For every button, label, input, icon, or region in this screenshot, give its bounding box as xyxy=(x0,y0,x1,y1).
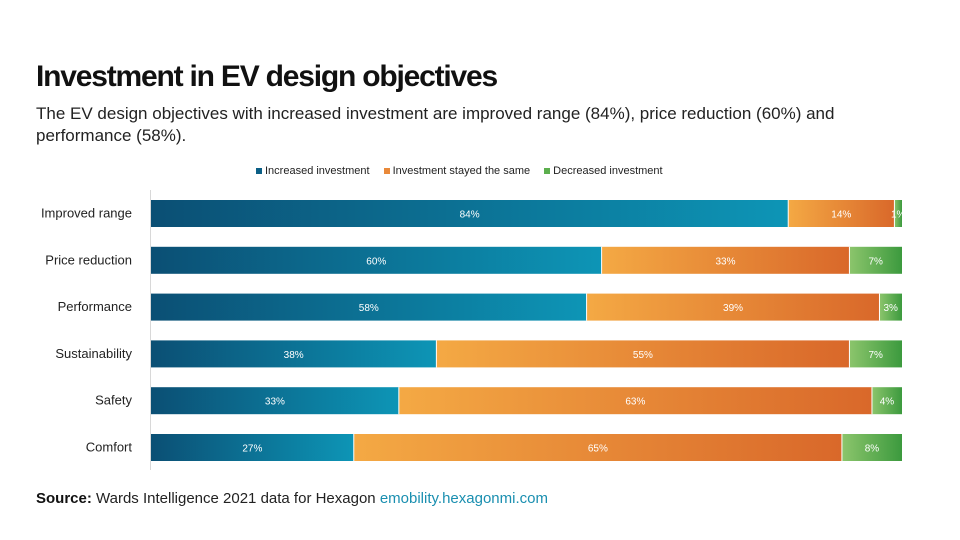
chart-title: Investment in EV design objectives xyxy=(36,60,498,93)
category-label-sustainability: Sustainability xyxy=(55,346,132,361)
value-label-safety-decreased: 4% xyxy=(880,397,895,408)
chart-subtitle: The EV design objectives with increased … xyxy=(36,104,835,145)
value-label-price-reduction-same: 33% xyxy=(716,256,736,267)
bar-safety-increased xyxy=(151,387,399,415)
source-text: Wards Intelligence 2021 data for Hexagon xyxy=(96,490,376,507)
bar-improved-range-same xyxy=(788,200,895,227)
bar-safety-same xyxy=(398,387,872,415)
legend-label-decreased: Decreased investment xyxy=(553,165,663,177)
bar-comfort-same xyxy=(353,434,842,461)
category-label-safety: Safety xyxy=(95,393,132,408)
category-label-comfort: Comfort xyxy=(86,440,133,455)
bar-sustainability-decreased xyxy=(849,340,902,368)
bar-improved-range-decreased xyxy=(894,200,902,227)
legend-swatch-same xyxy=(383,168,390,174)
value-label-sustainability-decreased: 7% xyxy=(868,350,883,361)
value-label-improved-range-same: 14% xyxy=(831,210,851,221)
value-label-comfort-increased: 27% xyxy=(242,444,262,455)
bar-performance-decreased xyxy=(879,293,902,321)
value-label-price-reduction-decreased: 7% xyxy=(868,256,883,267)
bar-improved-range-increased xyxy=(151,200,789,227)
value-label-sustainability-same: 55% xyxy=(633,350,653,361)
value-label-safety-increased: 33% xyxy=(265,397,285,408)
bar-price-reduction-decreased xyxy=(849,246,902,274)
legend-item-decreased: Decreased investment xyxy=(544,165,663,177)
legend-item-same: Investment stayed the same xyxy=(383,165,531,177)
bar-safety-decreased xyxy=(871,387,902,415)
category-label-price-reduction: Price reduction xyxy=(45,252,132,267)
bar-price-reduction-same xyxy=(601,246,850,274)
legend-label-same: Investment stayed the same xyxy=(392,165,531,177)
category-label-improved-range: Improved range xyxy=(41,206,132,221)
bar-performance-same xyxy=(586,293,880,321)
source-line: Source: Wards Intelligence 2021 data for… xyxy=(36,490,548,507)
value-label-price-reduction-increased: 60% xyxy=(366,256,386,267)
bar-performance-increased xyxy=(151,293,587,321)
value-label-performance-same: 39% xyxy=(723,303,743,314)
value-label-performance-increased: 58% xyxy=(359,303,379,314)
category-label-performance: Performance xyxy=(58,299,132,314)
value-label-improved-range-decreased: 1% xyxy=(891,210,906,221)
bar-sustainability-same xyxy=(436,340,850,368)
value-label-comfort-decreased: 8% xyxy=(865,444,880,455)
legend-swatch-decreased xyxy=(544,168,551,174)
bar-price-reduction-increased xyxy=(151,246,602,274)
bar-comfort-increased xyxy=(151,434,354,461)
value-label-improved-range-increased: 84% xyxy=(460,210,480,221)
legend-label-increased: Increased investment xyxy=(265,165,370,177)
legend-swatch-increased xyxy=(256,168,262,174)
source-label: Source: xyxy=(36,490,92,507)
legend-item-increased: Increased investment xyxy=(256,165,370,177)
bar-sustainability-increased xyxy=(151,340,437,368)
value-label-sustainability-increased: 38% xyxy=(284,350,304,361)
value-label-comfort-same: 65% xyxy=(588,444,608,455)
value-label-safety-same: 63% xyxy=(625,397,645,408)
chart-legend: Increased investment Investment stayed t… xyxy=(256,165,663,177)
source-link[interactable]: emobility.hexagonmi.com xyxy=(379,490,548,507)
bar-comfort-decreased xyxy=(841,434,902,461)
value-label-performance-decreased: 3% xyxy=(884,303,899,314)
